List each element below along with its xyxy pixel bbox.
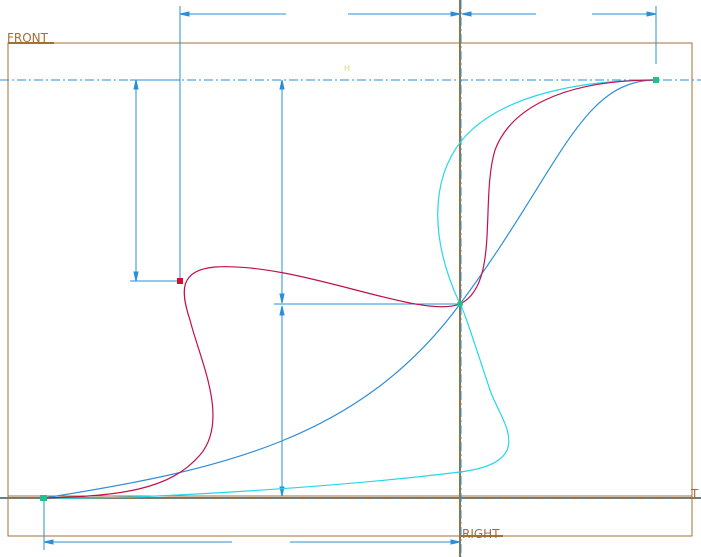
dimensions <box>43 6 657 550</box>
top-plane-frame[interactable] <box>7 495 693 537</box>
splines <box>43 79 657 499</box>
cyan-spline[interactable] <box>43 79 657 499</box>
dimension-vertical-middle-upper[interactable] <box>279 79 285 304</box>
dimension-vertical-left[interactable] <box>130 79 180 282</box>
dimension-horizontal-bottom[interactable] <box>43 498 461 550</box>
right-plane-label: RIGHT <box>462 527 500 541</box>
dimension-horizontal-top-right[interactable] <box>461 6 657 64</box>
control-point[interactable] <box>177 278 183 284</box>
start-point[interactable] <box>40 495 47 501</box>
sketch-points <box>40 77 659 501</box>
top-plane-label: T <box>690 487 699 501</box>
front-plane-label: FRONT <box>7 31 49 45</box>
mid-point[interactable] <box>457 301 463 307</box>
end-point[interactable] <box>653 77 659 83</box>
dimension-vertical-middle-lower[interactable] <box>279 305 285 497</box>
h-constraint-label: H <box>344 64 350 73</box>
dimension-horizontal-top[interactable] <box>179 6 461 281</box>
blue-spline[interactable] <box>43 79 657 499</box>
crimson-spline[interactable] <box>43 79 657 499</box>
front-plane-frame[interactable] <box>7 42 693 499</box>
